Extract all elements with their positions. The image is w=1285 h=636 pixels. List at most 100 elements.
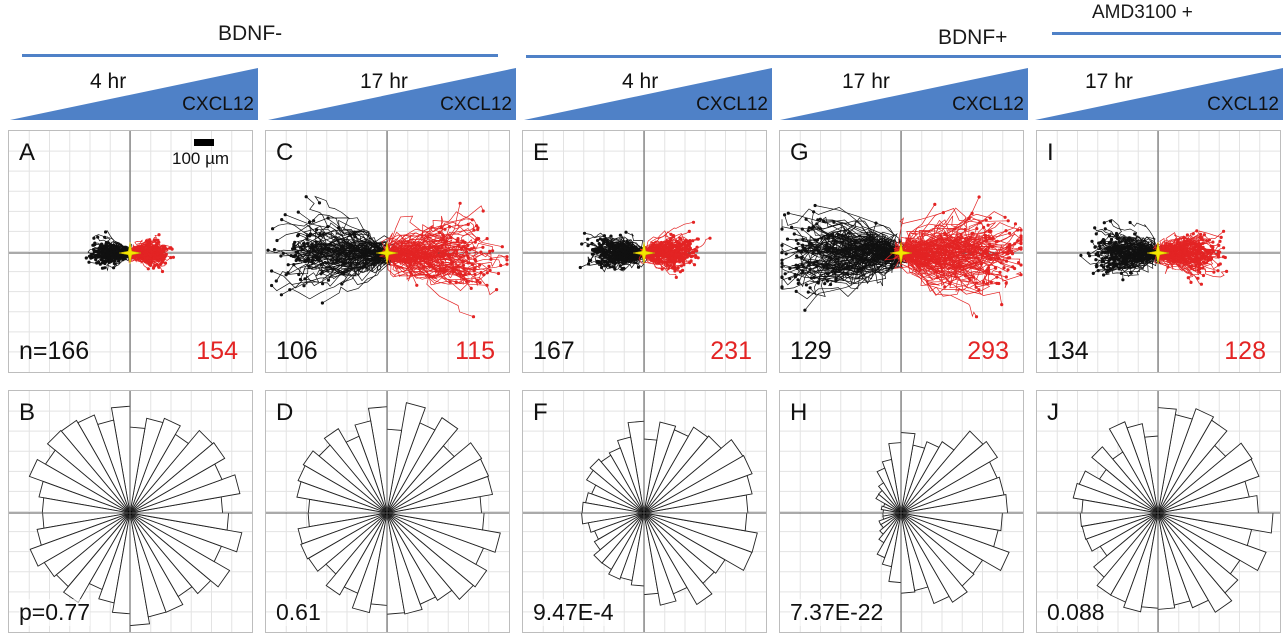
cell-track-red — [900, 230, 1007, 268]
track-endpoint — [160, 269, 165, 274]
cell-track-black — [1118, 234, 1159, 254]
cell-track-red — [900, 204, 936, 254]
track-endpoint — [440, 260, 445, 264]
track-endpoint — [92, 236, 96, 240]
track-endpoint — [1095, 263, 1099, 267]
track-endpoint — [326, 278, 331, 282]
cell-track-red — [899, 252, 977, 286]
track-endpoint — [673, 269, 677, 273]
track-endpoint — [437, 230, 442, 234]
track-endpoint — [784, 252, 788, 256]
origin-star-icon — [1146, 241, 1170, 265]
track-endpoint — [1199, 232, 1203, 236]
cell-track-red — [379, 252, 443, 269]
cell-count-black: n=166 — [19, 337, 90, 365]
track-endpoint — [97, 250, 101, 254]
track-endpoint — [274, 279, 278, 283]
track-endpoint — [1222, 229, 1226, 233]
track-plot — [523, 131, 766, 372]
track-endpoint — [800, 250, 804, 254]
panel-letter: B — [19, 399, 36, 426]
track-endpoint — [291, 254, 295, 258]
track-endpoint — [97, 261, 101, 265]
cell-track-red — [900, 237, 990, 258]
track-endpoint — [1204, 254, 1208, 258]
track-endpoint — [801, 238, 805, 242]
track-endpoint — [582, 231, 587, 235]
cell-track-red — [386, 234, 466, 254]
cell-count-red: 231 — [710, 337, 752, 365]
track-endpoint — [1121, 278, 1125, 282]
track-endpoint — [1008, 246, 1012, 250]
track-endpoint — [479, 250, 483, 254]
track-endpoint — [816, 245, 820, 249]
cell-track-red — [897, 212, 944, 254]
track-endpoint — [505, 258, 509, 262]
condition-header-3: 4 hr CXCL12 — [524, 68, 772, 120]
cell-track-black — [1094, 252, 1159, 266]
track-endpoint — [982, 280, 986, 284]
track-plot — [1037, 131, 1280, 372]
cell-track-black — [838, 231, 902, 254]
cell-count-black: 129 — [790, 337, 832, 365]
track-endpoint — [1126, 237, 1130, 241]
track-endpoint — [874, 221, 878, 225]
track-endpoint — [485, 237, 489, 241]
track-endpoint — [618, 264, 622, 268]
cell-track-red — [386, 252, 472, 289]
rose-plot — [9, 391, 252, 632]
track-endpoint — [344, 254, 348, 258]
cell-track-black — [806, 252, 902, 286]
track-endpoint — [805, 249, 809, 253]
cell-count-red: 154 — [196, 337, 238, 365]
track-endpoint — [810, 227, 814, 231]
track-endpoint — [997, 281, 1001, 286]
track-panel-e: E 167 231 — [522, 130, 767, 373]
track-endpoint — [840, 234, 844, 238]
cell-track-black — [289, 252, 388, 300]
track-endpoint — [482, 273, 486, 277]
track-endpoint — [319, 262, 323, 267]
track-endpoint — [806, 290, 810, 294]
track-endpoint — [620, 267, 624, 271]
cell-track-red — [900, 242, 1010, 255]
track-endpoint — [266, 248, 270, 252]
track-endpoint — [1090, 239, 1094, 243]
origin-star-icon — [632, 241, 656, 265]
track-endpoint — [499, 263, 503, 268]
track-endpoint — [1099, 240, 1103, 244]
track-endpoint — [157, 240, 161, 244]
cell-track-red — [900, 196, 980, 255]
origin-star-icon — [375, 241, 399, 265]
cell-track-black — [298, 211, 388, 254]
track-endpoint — [669, 252, 674, 256]
track-endpoint — [609, 234, 613, 238]
panel-letter: F — [533, 399, 548, 426]
track-plot — [266, 131, 509, 372]
track-endpoint — [297, 272, 301, 277]
cell-track-black — [346, 229, 388, 264]
cell-track-red — [900, 240, 1000, 259]
rose-panel-f: F 9.47E-4 — [522, 390, 767, 633]
cell-track-red — [1157, 252, 1196, 267]
panel-letter: E — [533, 139, 550, 166]
track-endpoint — [783, 213, 787, 217]
track-endpoint — [98, 246, 102, 250]
track-endpoint — [618, 233, 622, 237]
cell-track-black — [96, 248, 131, 257]
track-endpoint — [1100, 259, 1104, 263]
track-endpoint — [293, 247, 297, 251]
track-endpoint — [1193, 259, 1197, 263]
track-endpoint — [692, 263, 697, 267]
track-endpoint — [477, 237, 481, 241]
cell-count-red: 115 — [455, 337, 495, 365]
cell-track-red — [386, 237, 469, 257]
track-endpoint — [169, 246, 173, 250]
track-endpoint — [605, 239, 609, 244]
cell-track-red — [1157, 243, 1224, 259]
cell-track-black — [293, 231, 388, 258]
track-endpoint — [1109, 237, 1114, 241]
cell-track-black — [1115, 241, 1159, 258]
track-endpoint — [146, 267, 150, 271]
cell-track-black — [281, 219, 388, 254]
